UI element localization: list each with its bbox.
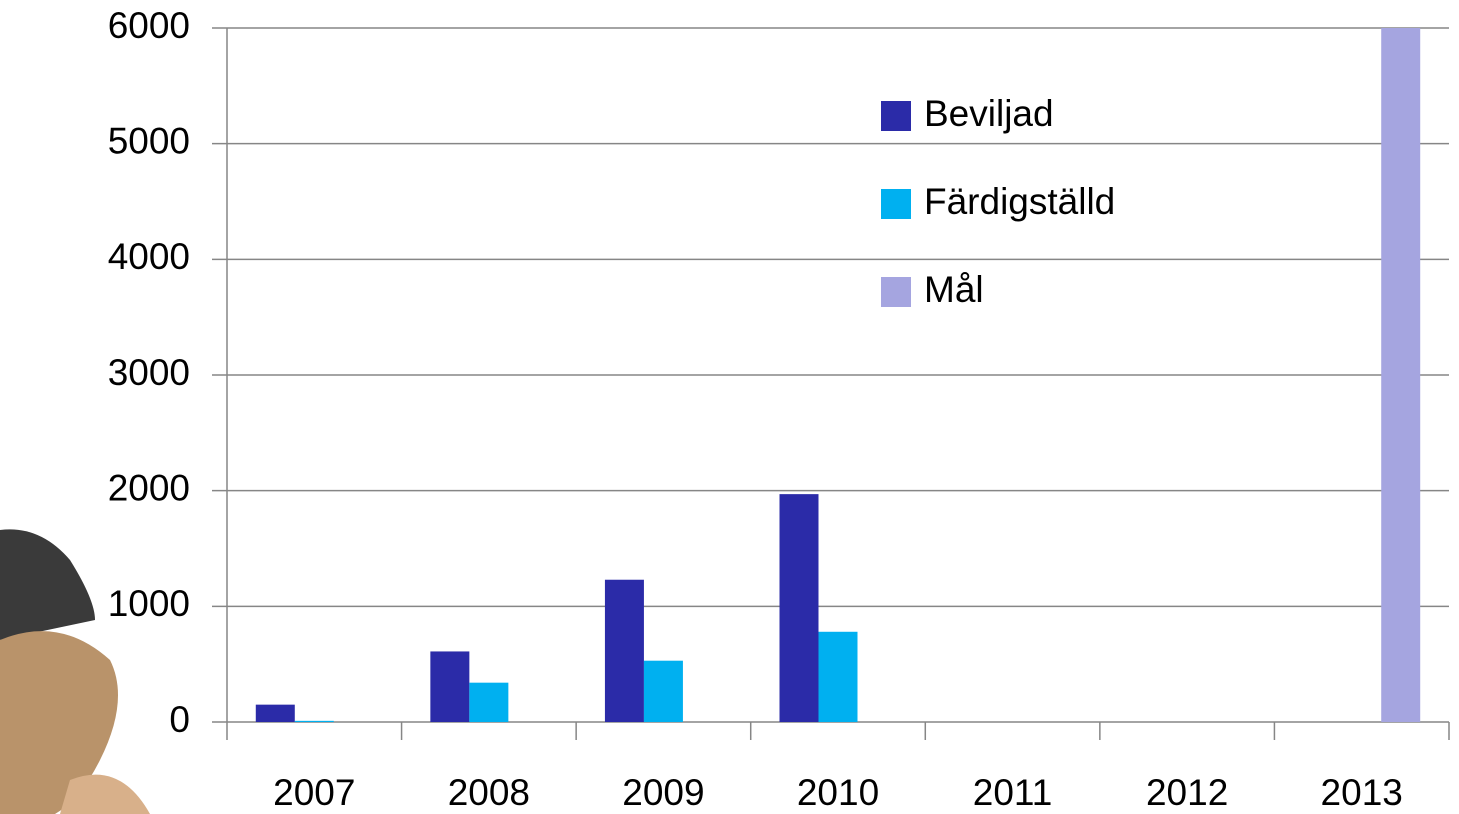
bar [469,683,508,722]
x-tick-label: 2010 [797,772,879,813]
y-tick-label: 2000 [108,467,190,508]
chart: 0 1000 2000 3000 4000 5000 6000 2007 2008 2009 201… [0,0,1459,814]
y-tick-label: 1000 [108,583,190,624]
bar [430,651,469,722]
bar [819,632,858,722]
y-tick-label: 3000 [108,352,190,393]
bar [256,705,295,722]
y-tick-label: 4000 [108,236,190,277]
decorative-photo [0,529,150,814]
x-tick-label: 2012 [1146,772,1228,813]
y-tick-label: 0 [169,699,190,740]
bar [1381,28,1420,722]
x-tick-label: 2011 [973,772,1053,813]
x-tick-label: 2013 [1321,772,1403,813]
legend-label: Mål [924,269,984,310]
x-tick-label: 2007 [273,772,355,813]
x-tick-label: 2009 [622,772,704,813]
y-tick-label: 6000 [108,5,190,46]
y-tick-label: 5000 [108,120,190,161]
legend-swatch [881,277,911,307]
bar [295,721,334,722]
x-tick-label: 2008 [448,772,530,813]
legend-label: Färdigställd [924,181,1115,222]
bar [780,494,819,722]
bar [605,580,644,722]
legend-swatch [881,101,911,131]
legend-swatch [881,189,911,219]
bar [644,661,683,722]
legend-label: Beviljad [924,93,1054,134]
